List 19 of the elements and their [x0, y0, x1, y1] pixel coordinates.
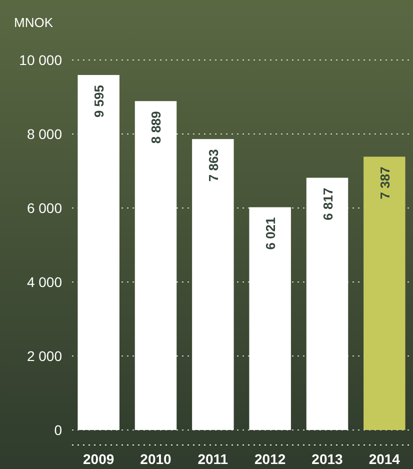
- y-tick-label: 8 000: [26, 126, 62, 142]
- data-label: 8 889: [148, 111, 164, 144]
- data-label: 6 817: [320, 188, 336, 220]
- y-tick-label: 6 000: [26, 200, 62, 216]
- y-tick-label: 4 000: [26, 274, 62, 290]
- x-tick-label: 2009: [83, 451, 114, 467]
- y-tick-label: 10 000: [19, 52, 62, 68]
- data-label: 9 595: [92, 84, 107, 118]
- x-tick-label: 2012: [254, 451, 286, 467]
- y-tick-label: 2 000: [26, 348, 62, 364]
- data-label: 7 863: [206, 149, 221, 182]
- y-tick-label: 0: [54, 422, 62, 438]
- data-label: 6 021: [263, 217, 278, 250]
- x-tick-label: 2011: [198, 451, 228, 467]
- data-label: 7 387: [377, 166, 392, 200]
- y-axis-title: MNOK: [14, 15, 54, 30]
- x-tick-label: 2010: [140, 451, 172, 467]
- x-tick-label: 2014: [368, 451, 400, 467]
- x-tick-label: 2013: [312, 451, 344, 467]
